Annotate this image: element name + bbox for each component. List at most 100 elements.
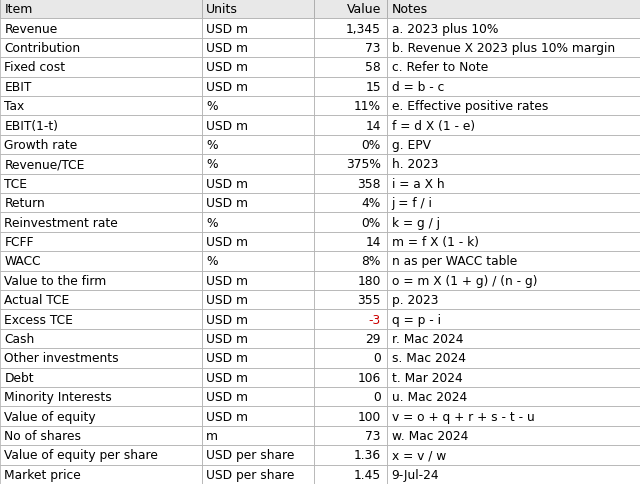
Bar <box>202 97 314 116</box>
Bar <box>202 213 314 232</box>
Bar <box>314 426 387 445</box>
Text: 355: 355 <box>357 294 381 306</box>
Text: %: % <box>206 158 218 171</box>
Text: Growth rate: Growth rate <box>4 139 77 151</box>
Text: i = a X h: i = a X h <box>392 178 444 190</box>
Text: Value to the firm: Value to the firm <box>4 274 107 287</box>
Text: WACC: WACC <box>4 255 41 268</box>
Bar <box>0 58 202 77</box>
Text: 358: 358 <box>357 178 381 190</box>
Bar <box>202 194 314 213</box>
Bar <box>0 213 202 232</box>
Text: 29: 29 <box>365 333 381 345</box>
Bar <box>314 194 387 213</box>
Text: 0: 0 <box>373 391 381 403</box>
Bar <box>314 39 387 58</box>
Text: 106: 106 <box>358 371 381 384</box>
Text: k = g / j: k = g / j <box>392 216 440 229</box>
Bar <box>314 116 387 136</box>
Bar <box>314 19 387 39</box>
Text: Revenue/TCE: Revenue/TCE <box>4 158 85 171</box>
Text: p. 2023: p. 2023 <box>392 294 438 306</box>
Bar <box>387 329 640 348</box>
Text: %: % <box>206 139 218 151</box>
Bar <box>387 348 640 368</box>
Bar <box>202 465 314 484</box>
Text: Revenue: Revenue <box>4 23 58 35</box>
Text: Fixed cost: Fixed cost <box>4 61 66 74</box>
Text: 11%: 11% <box>354 100 381 113</box>
Text: 0%: 0% <box>362 216 381 229</box>
Bar <box>0 290 202 310</box>
Bar <box>202 387 314 407</box>
Text: USD m: USD m <box>206 333 248 345</box>
Bar <box>314 348 387 368</box>
Bar <box>314 174 387 194</box>
Bar <box>314 407 387 426</box>
Bar <box>0 194 202 213</box>
Text: 9-Jul-24: 9-Jul-24 <box>392 468 439 481</box>
Text: -3: -3 <box>369 313 381 326</box>
Bar <box>0 136 202 155</box>
Bar <box>387 136 640 155</box>
Text: %: % <box>206 216 218 229</box>
Text: n as per WACC table: n as per WACC table <box>392 255 517 268</box>
Bar <box>0 368 202 387</box>
Bar <box>314 368 387 387</box>
Text: USD m: USD m <box>206 294 248 306</box>
Bar <box>0 0 202 19</box>
Text: 58: 58 <box>365 61 381 74</box>
Text: h. 2023: h. 2023 <box>392 158 438 171</box>
Text: USD m: USD m <box>206 371 248 384</box>
Bar <box>314 0 387 19</box>
Text: Units: Units <box>206 3 238 16</box>
Text: 0: 0 <box>373 352 381 364</box>
Text: Notes: Notes <box>392 3 428 16</box>
Bar <box>202 155 314 174</box>
Bar <box>387 465 640 484</box>
Bar <box>0 407 202 426</box>
Text: EBIT: EBIT <box>4 81 32 93</box>
Bar <box>0 387 202 407</box>
Text: Minority Interests: Minority Interests <box>4 391 112 403</box>
Bar <box>314 58 387 77</box>
Text: USD m: USD m <box>206 274 248 287</box>
Bar <box>314 465 387 484</box>
Text: Cash: Cash <box>4 333 35 345</box>
Bar <box>0 310 202 329</box>
Text: q = p - i: q = p - i <box>392 313 441 326</box>
Bar <box>0 426 202 445</box>
Bar <box>202 271 314 290</box>
Bar <box>202 252 314 271</box>
Text: 8%: 8% <box>362 255 381 268</box>
Text: Actual TCE: Actual TCE <box>4 294 70 306</box>
Bar <box>314 97 387 116</box>
Bar <box>387 252 640 271</box>
Text: 1.45: 1.45 <box>353 468 381 481</box>
Bar <box>387 407 640 426</box>
Bar <box>387 213 640 232</box>
Text: 4%: 4% <box>362 197 381 210</box>
Text: a. 2023 plus 10%: a. 2023 plus 10% <box>392 23 498 35</box>
Bar <box>202 0 314 19</box>
Bar <box>387 445 640 465</box>
Bar <box>202 368 314 387</box>
Text: Value of equity per share: Value of equity per share <box>4 449 158 461</box>
Text: Excess TCE: Excess TCE <box>4 313 74 326</box>
Text: USD per share: USD per share <box>206 449 294 461</box>
Text: 14: 14 <box>365 236 381 248</box>
Text: u. Mac 2024: u. Mac 2024 <box>392 391 467 403</box>
Bar <box>202 174 314 194</box>
Bar <box>202 116 314 136</box>
Text: Market price: Market price <box>4 468 81 481</box>
Bar <box>387 174 640 194</box>
Bar <box>202 136 314 155</box>
Text: c. Refer to Note: c. Refer to Note <box>392 61 488 74</box>
Text: Item: Item <box>4 3 33 16</box>
Bar <box>0 465 202 484</box>
Bar <box>387 271 640 290</box>
Bar <box>202 19 314 39</box>
Text: USD m: USD m <box>206 313 248 326</box>
Bar <box>314 155 387 174</box>
Bar <box>387 58 640 77</box>
